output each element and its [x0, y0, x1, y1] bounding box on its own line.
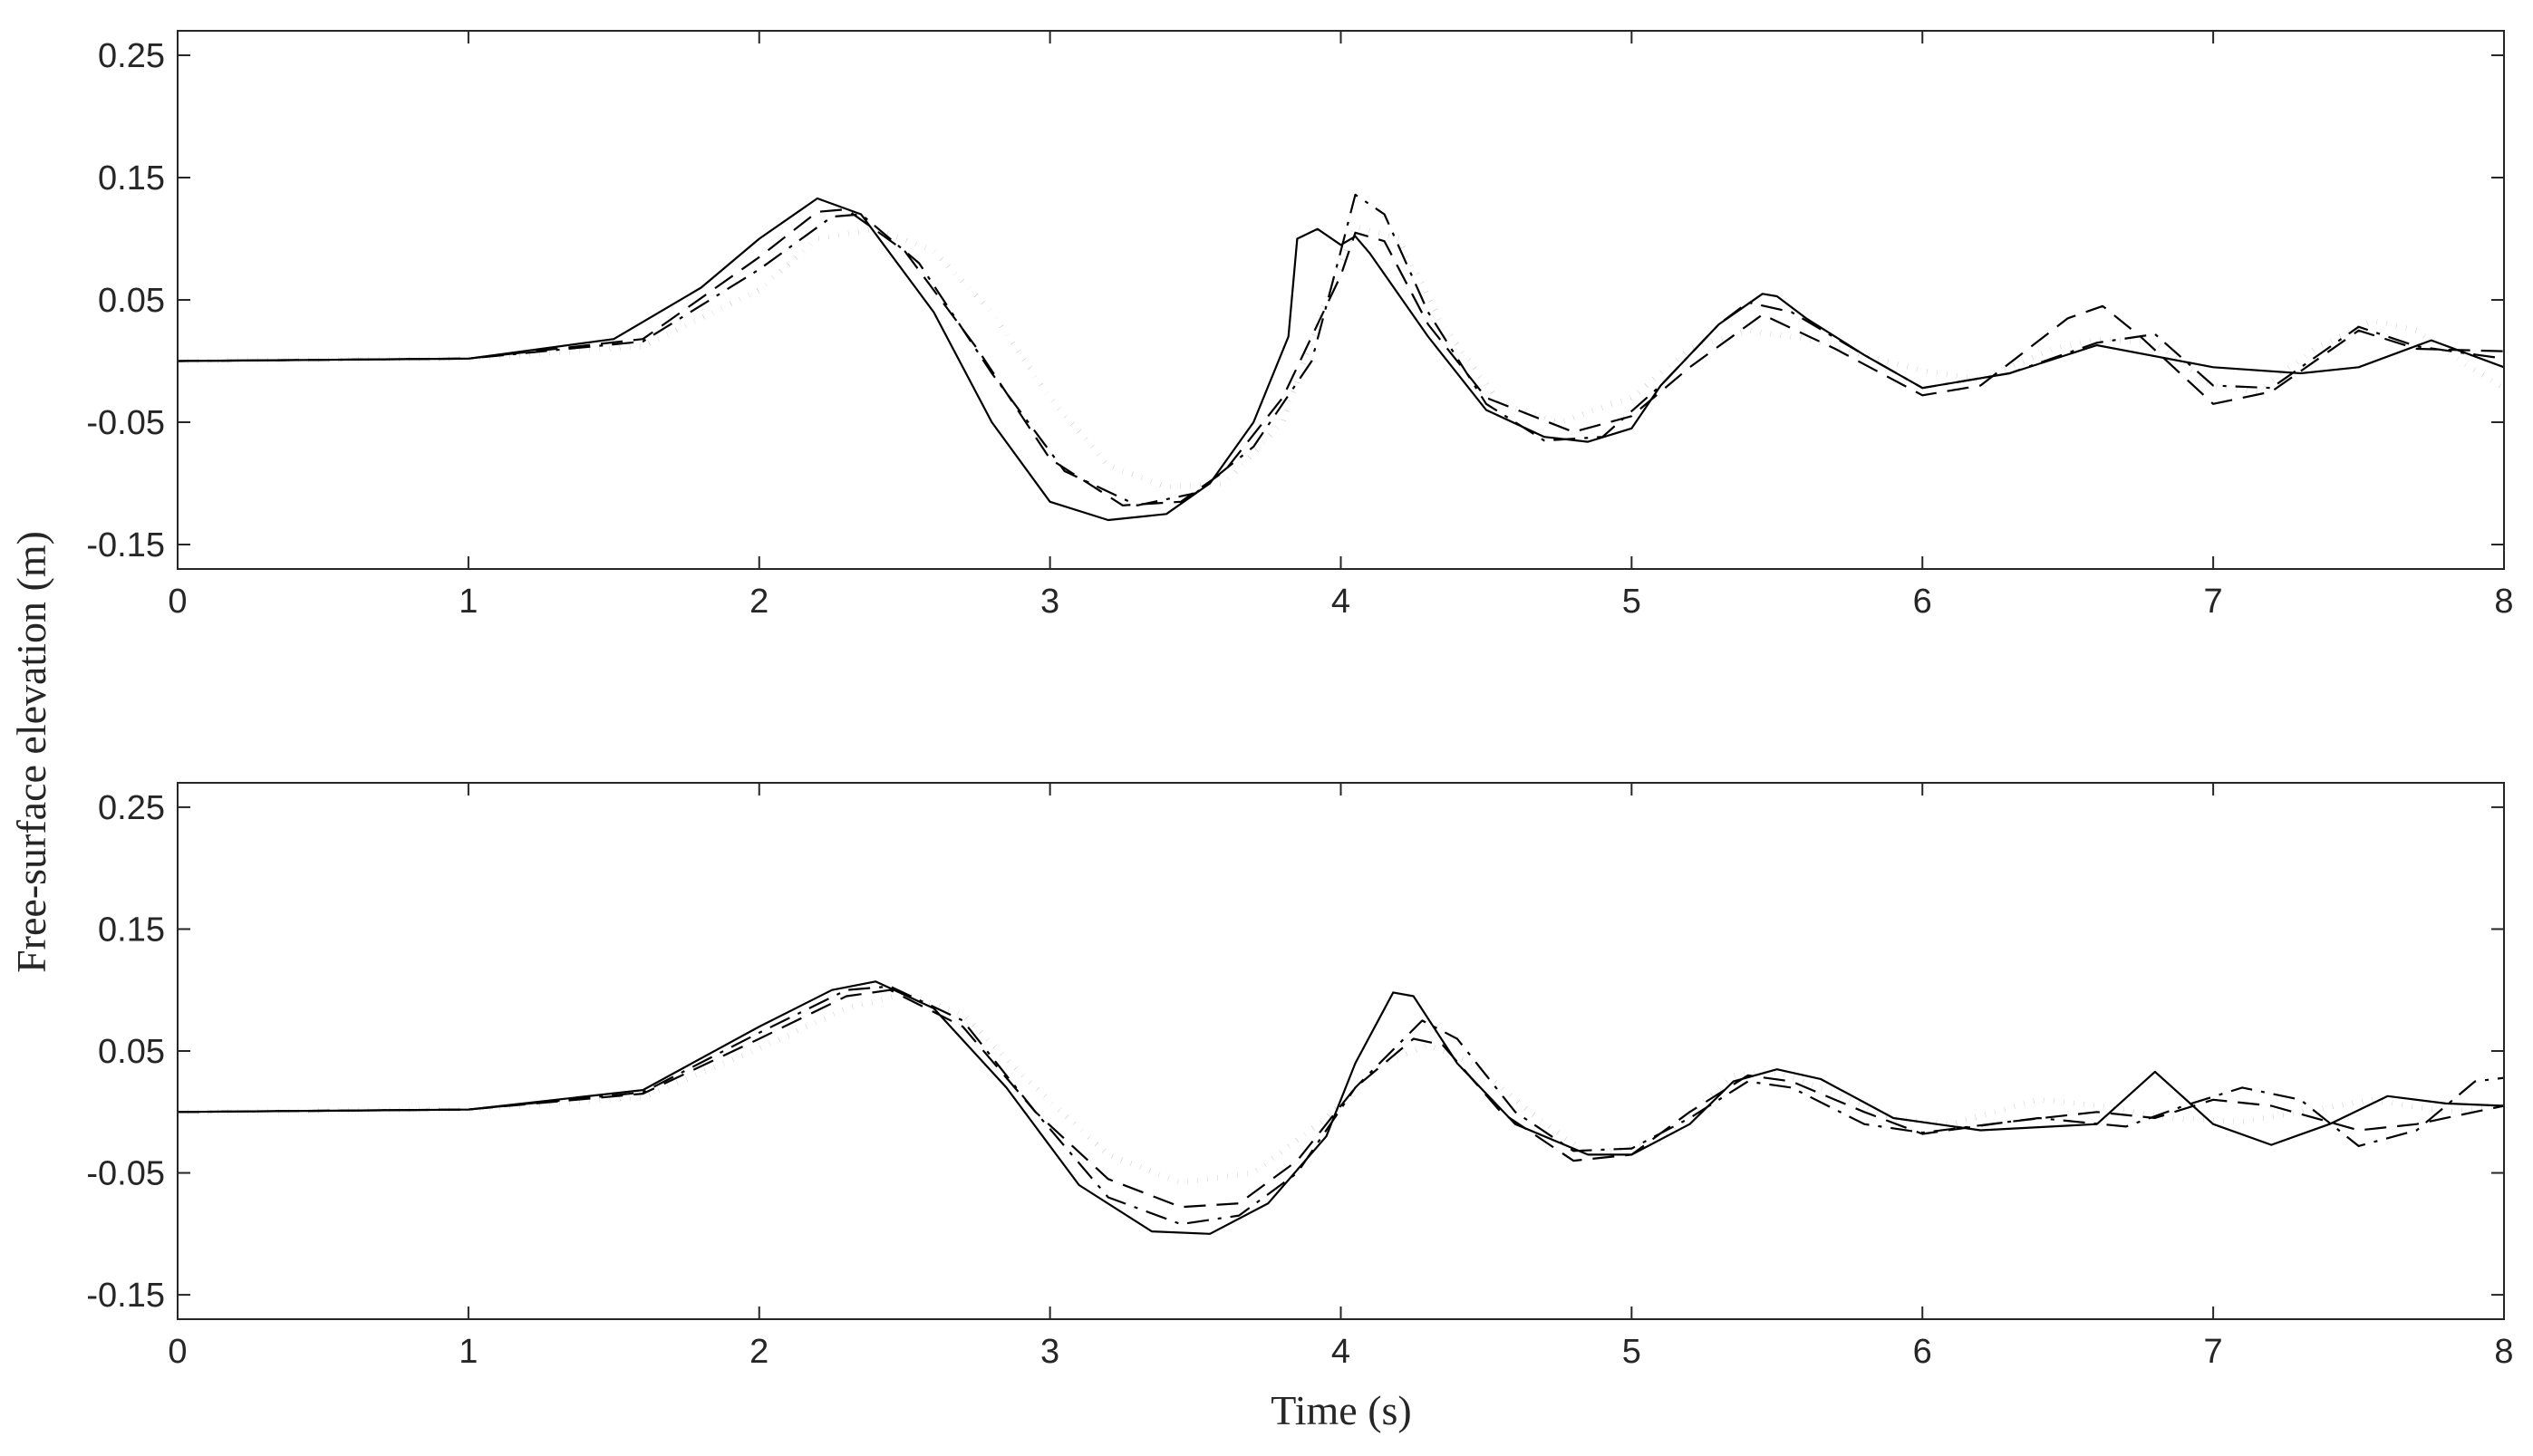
- y-axis-label: Free-surface elevation (m): [8, 531, 54, 973]
- x-tick-label: 2: [749, 1333, 769, 1371]
- x-tick-label: 4: [1331, 583, 1350, 621]
- y-tick-label: 0.05: [98, 282, 165, 320]
- bottom-panel: 0 1 2 3 4 5 6 7 8 -0.15 -0.05 0.05 0.15 0.25: [86, 782, 2514, 1371]
- y-tick-label: 0.05: [98, 1033, 165, 1071]
- y-tick-label: -0.05: [86, 1155, 165, 1193]
- y-tick-label: 0.25: [98, 789, 165, 827]
- y-tick-label: 0.15: [98, 911, 165, 949]
- x-tick-label: 6: [1913, 583, 1932, 621]
- x-tick-label: 5: [1622, 583, 1641, 621]
- bottom-panel-series-dashed-line: [177, 988, 2505, 1209]
- top-panel-series-solid-line: [177, 197, 2505, 522]
- x-tick-label: 0: [168, 1333, 187, 1371]
- x-tick-label: 6: [1913, 1333, 1932, 1371]
- x-tick-label: 3: [1040, 1333, 1059, 1371]
- bottom-panel-series: [177, 980, 2505, 1235]
- x-tick-label: 4: [1331, 1333, 1350, 1371]
- bottom-panel-series-dashdot-line: [177, 985, 2505, 1226]
- x-tick-label: 7: [2204, 583, 2223, 621]
- bottom-panel-ticks: 0 1 2 3 4 5 6 7 8 -0.15 -0.05 0.05 0.15 0.25: [86, 783, 2514, 1371]
- y-tick-label: -0.05: [86, 404, 165, 442]
- x-axis-label: Time (s): [1271, 1387, 1412, 1433]
- x-tick-label: 2: [749, 583, 769, 621]
- top-panel-series-dashdot-line: [177, 193, 2505, 506]
- bottom-panel-axes-frame: [177, 782, 2505, 1320]
- y-tick-label: 0.25: [98, 37, 165, 75]
- y-tick-label: 0.15: [98, 159, 165, 198]
- x-tick-label: 5: [1622, 1333, 1641, 1371]
- y-tick-label: -0.15: [86, 526, 165, 564]
- top-panel-series: [177, 193, 2506, 522]
- bottom-panel-series-dotted-line: [177, 990, 2505, 1186]
- x-tick-label: 0: [168, 583, 187, 621]
- x-tick-label: 8: [2494, 583, 2513, 621]
- x-tick-label: 3: [1040, 583, 1059, 621]
- top-panel: 0 1 2 3 4 5 6 7 8 -0.15 -0.05 0.05 0.15 0.25: [86, 30, 2514, 621]
- top-panel-axes-frame: [177, 30, 2505, 570]
- bottom-panel-series-solid-line: [177, 980, 2505, 1235]
- x-tick-label: 1: [459, 583, 478, 621]
- y-tick-label: -0.15: [86, 1277, 165, 1315]
- x-tick-label: 7: [2204, 1333, 2223, 1371]
- x-tick-label: 8: [2494, 1333, 2513, 1371]
- top-panel-series-dashed-line: [177, 208, 2505, 506]
- x-tick-label: 1: [459, 1333, 478, 1371]
- top-panel-ticks: 0 1 2 3 4 5 6 7 8 -0.15 -0.05 0.05 0.15 0.25: [86, 31, 2514, 621]
